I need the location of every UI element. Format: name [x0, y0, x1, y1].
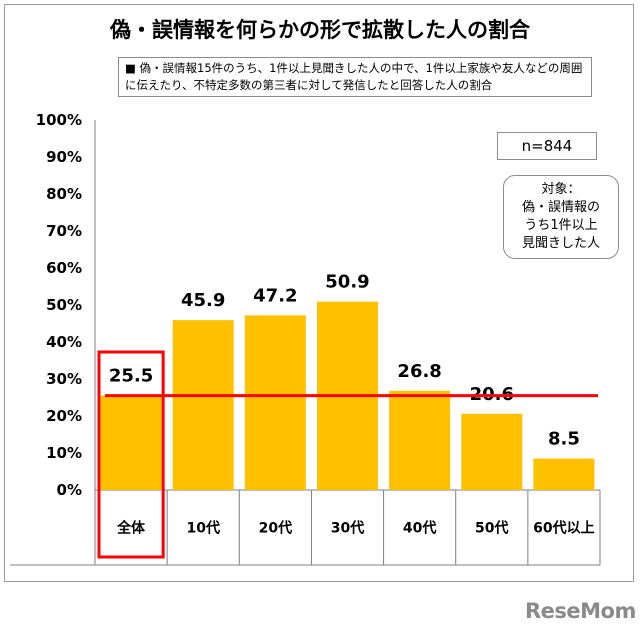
- bar: [389, 390, 451, 490]
- y-tick-label: 70%: [46, 222, 82, 240]
- y-tick-label: 10%: [46, 444, 82, 462]
- chart-subtitle: ■ 偽・誤情報15件のうち、1件以上見聞きした人の中で、1件以上家族や友人などの…: [118, 57, 592, 97]
- category-label: 40代: [403, 520, 436, 537]
- value-label: 45.9: [181, 290, 225, 311]
- chart-title: 偽・誤情報を何らかの形で拡散した人の割合: [110, 18, 530, 42]
- value-label: 25.5: [109, 366, 153, 387]
- overall-highlight-box: [97, 350, 165, 559]
- target-note-line: 見聞きした人: [521, 236, 600, 251]
- y-tick-label: 90%: [46, 148, 82, 166]
- category-label: 20代: [259, 520, 292, 537]
- target-note: 対象： 偽・誤情報の うち1件以上 見聞きした人: [503, 175, 619, 259]
- target-note-line: 偽・誤情報の: [521, 200, 600, 215]
- resemom-logo: ReseMom: [525, 599, 636, 623]
- bar: [172, 320, 234, 490]
- y-tick-label: 40%: [46, 333, 82, 351]
- value-label: 8.5: [548, 429, 580, 450]
- bar: [244, 315, 306, 490]
- y-tick-label: 60%: [46, 259, 82, 277]
- y-tick-label: 0%: [57, 481, 82, 499]
- y-tick-label: 50%: [46, 296, 82, 314]
- y-tick-label: 100%: [36, 111, 82, 129]
- y-tick-label: 20%: [46, 407, 82, 425]
- chart-frame: [4, 4, 634, 582]
- target-note-line: うち1件以上: [524, 218, 598, 233]
- bar-chart: 0% 10% 20% 30% 40% 50% 60% 70% 80% 90% 100% 25.5 全体 4…: [10, 111, 601, 566]
- y-tick-label: 30%: [46, 370, 82, 388]
- value-label: 47.2: [253, 285, 297, 306]
- target-note-line: 対象：: [541, 182, 581, 197]
- bar: [100, 395, 162, 490]
- category-label: 30代: [331, 520, 364, 537]
- y-tick-label: 80%: [46, 185, 82, 203]
- bar: [533, 458, 595, 490]
- category-label: 60代以上: [533, 520, 594, 537]
- sample-size-label: n=844: [497, 132, 597, 160]
- category-label: 10代: [186, 520, 219, 537]
- value-label: 26.8: [397, 361, 441, 382]
- category-label: 全体: [116, 520, 146, 537]
- category-label: 50代: [475, 520, 508, 537]
- value-label: 50.9: [325, 272, 369, 293]
- bar: [461, 413, 523, 490]
